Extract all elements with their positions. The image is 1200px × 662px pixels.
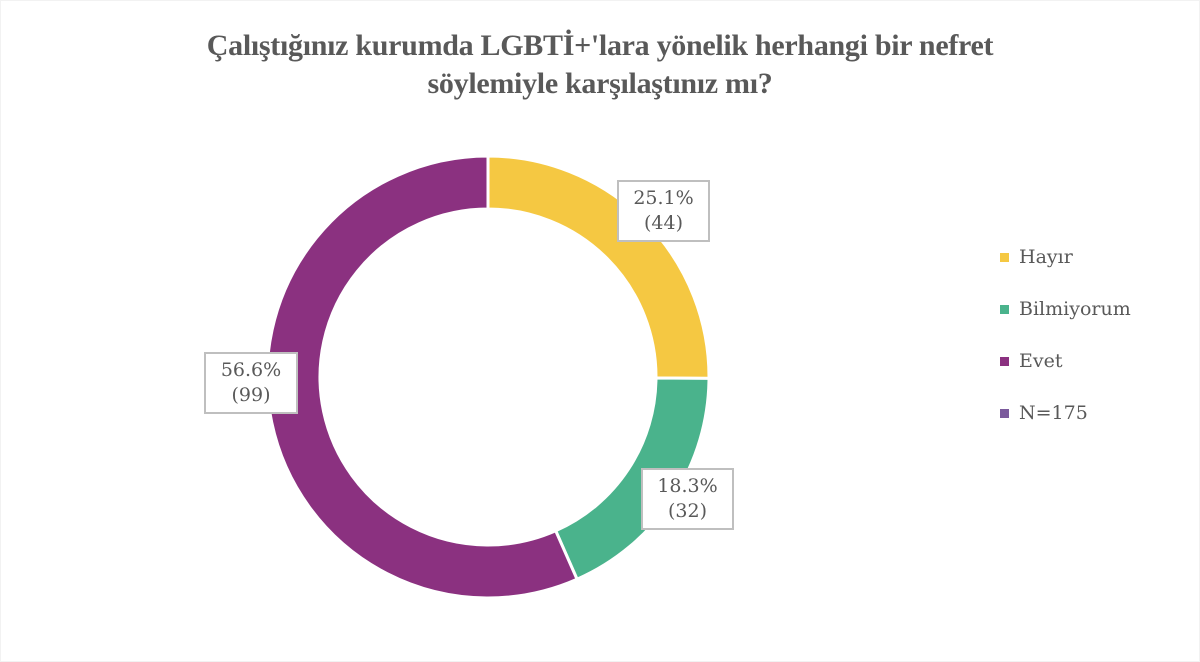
data-label-bilmiyorum-pct: 18.3% — [657, 475, 718, 497]
data-label-bilmiyorum: 18.3% (32) — [641, 468, 734, 530]
legend-swatch-hayir — [1000, 252, 1009, 262]
legend-label-hayir: Hayır — [1019, 246, 1073, 268]
legend-label-bilmiyorum: Bilmiyorum — [1019, 298, 1131, 320]
legend: Hayır Bilmiyorum Evet N=175 — [1000, 244, 1131, 452]
donut-segments — [265, 154, 711, 600]
legend-label-evet: Evet — [1019, 350, 1063, 372]
legend-item-bilmiyorum: Bilmiyorum — [1000, 296, 1131, 322]
legend-label-n: N=175 — [1019, 402, 1088, 424]
donut-segment-evet — [265, 154, 580, 600]
data-label-hayir-count: (44) — [643, 212, 683, 234]
legend-item-hayir: Hayır — [1000, 244, 1131, 270]
legend-swatch-evet — [1000, 356, 1009, 366]
chart-title-line-2: söylemiyle karşılaştınız mı? — [427, 67, 773, 100]
data-label-hayir-pct: 25.1% — [633, 187, 694, 209]
legend-item-n: N=175 — [1000, 400, 1131, 426]
data-label-hayir: 25.1% (44) — [617, 180, 710, 242]
chart-title: Çalıştığınız kurumda LGBTİ+'lara yönelik… — [100, 27, 1100, 103]
legend-swatch-n — [1000, 408, 1009, 418]
legend-item-evet: Evet — [1000, 348, 1131, 374]
legend-swatch-bilmiyorum — [1000, 304, 1009, 314]
data-label-bilmiyorum-count: (32) — [667, 500, 707, 522]
data-label-evet-pct: 56.6% — [220, 359, 282, 381]
data-label-evet-count: (99) — [231, 384, 271, 406]
chart-title-line-1: Çalıştığınız kurumda LGBTİ+'lara yönelik… — [206, 29, 994, 62]
data-label-evet: 56.6% (99) — [204, 352, 298, 414]
